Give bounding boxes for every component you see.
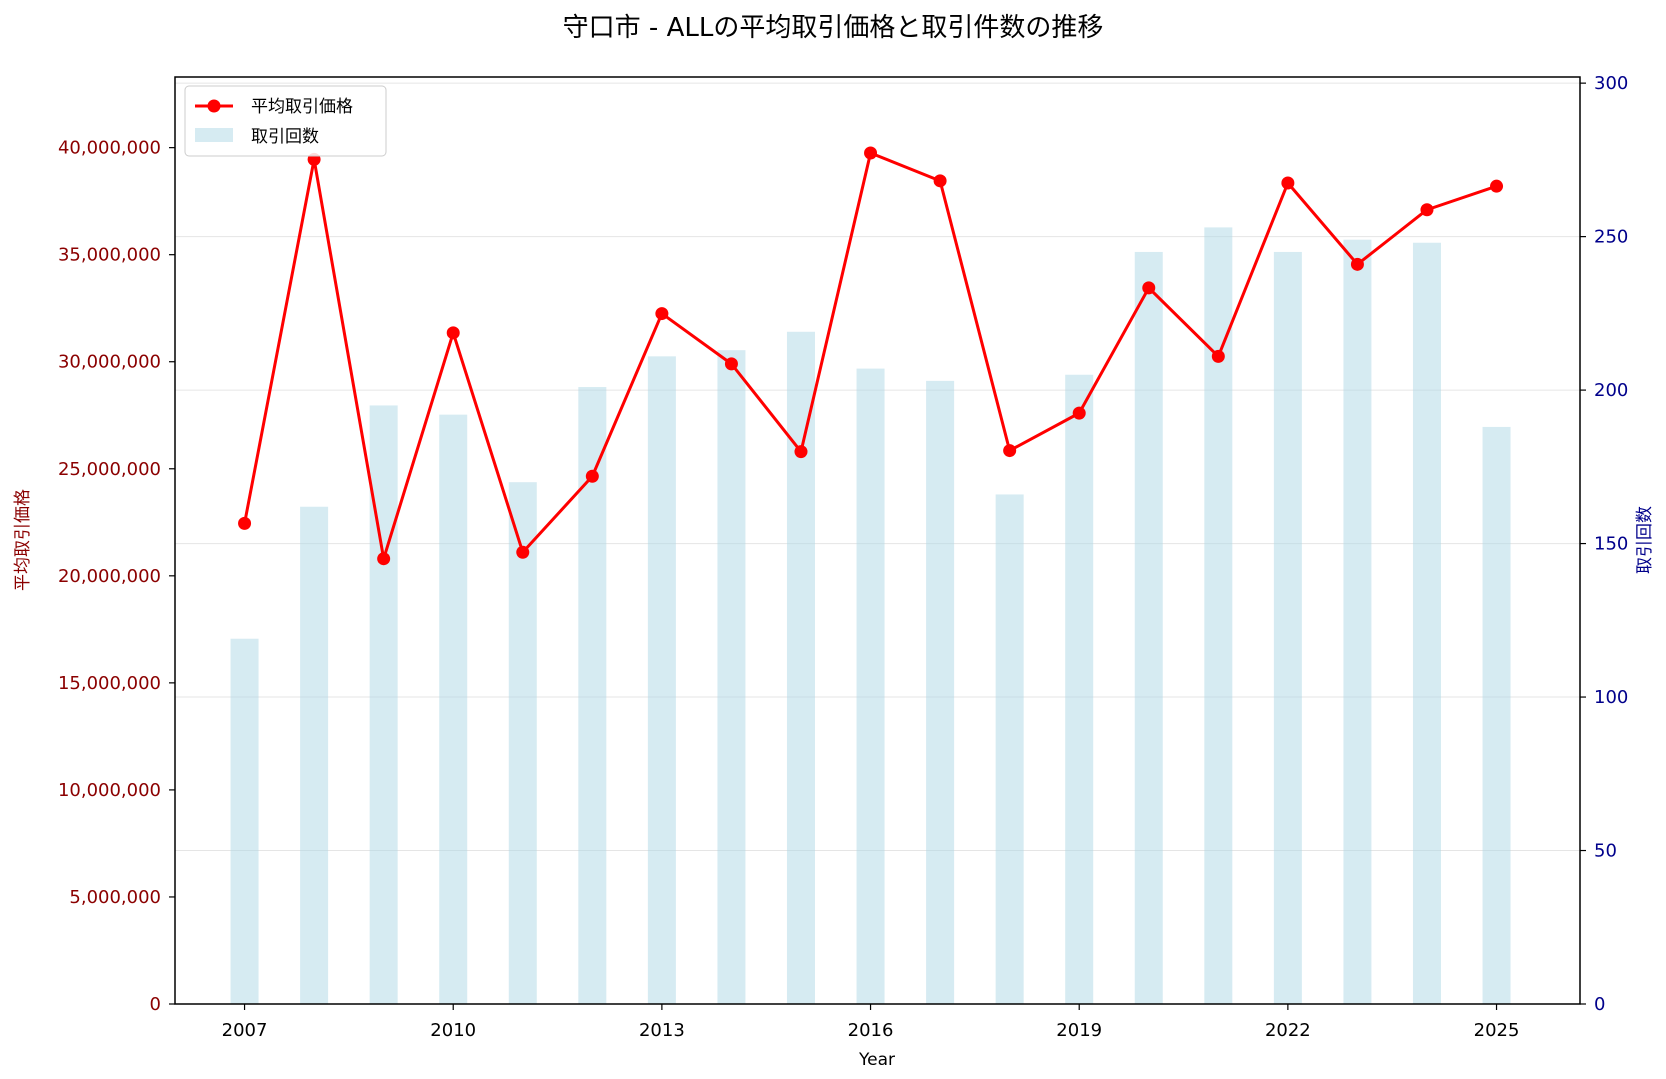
y-axis-right-label: 取引回数 bbox=[1635, 506, 1655, 574]
count-bar bbox=[439, 414, 468, 1004]
legend-label-count: 取引回数 bbox=[251, 127, 319, 147]
count-bar bbox=[926, 380, 955, 1004]
count-bar bbox=[300, 506, 329, 1004]
price-point bbox=[1350, 257, 1364, 271]
y-left-tick-label: 30,000,000 bbox=[58, 352, 161, 373]
count-bar bbox=[1482, 426, 1511, 1005]
count-bar bbox=[717, 350, 746, 1005]
y-right-tick-label: 200 bbox=[1594, 380, 1628, 401]
y-left-tick-label: 10,000,000 bbox=[58, 780, 161, 801]
y-right-tick-label: 300 bbox=[1594, 73, 1628, 94]
price-point bbox=[1490, 179, 1504, 193]
legend-label-price: 平均取引価格 bbox=[251, 97, 353, 117]
price-point bbox=[1420, 203, 1434, 217]
bar-series bbox=[230, 227, 1511, 1005]
price-point bbox=[446, 326, 460, 340]
x-tick-label: 2022 bbox=[1265, 1020, 1311, 1041]
count-bar bbox=[856, 368, 885, 1004]
y-axis-left: 0 5,000,000 10,000,000 15,000,000 20,000,000… bbox=[58, 138, 175, 1015]
x-tick-label: 2025 bbox=[1474, 1020, 1520, 1041]
chart-title: 守口市 - ALLの平均取引価格と取引件数の推移 bbox=[563, 13, 1104, 43]
count-bar bbox=[1134, 251, 1163, 1005]
price-point bbox=[585, 469, 599, 483]
x-axis: 2007 2010 2013 2016 2019 2022 2025 bbox=[222, 1004, 1520, 1041]
count-bar bbox=[995, 494, 1024, 1004]
price-point bbox=[1211, 349, 1225, 363]
line-series bbox=[238, 146, 1504, 566]
count-bar bbox=[1204, 227, 1233, 1004]
y-left-tick-label: 5,000,000 bbox=[69, 887, 161, 908]
y-left-tick-label: 40,000,000 bbox=[58, 138, 161, 159]
price-point bbox=[1003, 444, 1017, 458]
price-point bbox=[724, 357, 738, 371]
y-right-tick-label: 50 bbox=[1594, 841, 1617, 862]
price-point bbox=[1072, 406, 1086, 420]
price-point bbox=[516, 545, 530, 559]
plot-frame bbox=[174, 76, 1581, 1005]
y-left-tick-label: 15,000,000 bbox=[58, 673, 161, 694]
price-point bbox=[1281, 176, 1295, 190]
price-point bbox=[655, 307, 669, 321]
y-left-tick-label: 35,000,000 bbox=[58, 245, 161, 266]
count-bar bbox=[508, 482, 537, 1004]
count-bar bbox=[786, 331, 815, 1005]
x-tick-label: 2016 bbox=[848, 1020, 894, 1041]
y-right-tick-label: 150 bbox=[1594, 534, 1628, 555]
x-tick-label: 2013 bbox=[639, 1020, 685, 1041]
count-bar bbox=[1343, 239, 1372, 1004]
x-axis-label: Year bbox=[858, 1050, 895, 1070]
count-bar bbox=[230, 638, 259, 1004]
count-bar bbox=[1065, 374, 1094, 1005]
y-left-tick-label: 0 bbox=[150, 994, 161, 1015]
legend-line-marker bbox=[207, 99, 221, 113]
legend-box bbox=[184, 85, 387, 157]
count-bar bbox=[578, 387, 607, 1004]
legend-bar-swatch bbox=[195, 128, 233, 142]
legend: 平均取引価格 取引回数 bbox=[184, 85, 387, 157]
price-point bbox=[377, 552, 391, 566]
price-point bbox=[864, 146, 878, 160]
y-right-tick-label: 250 bbox=[1594, 227, 1628, 248]
count-bar bbox=[1273, 251, 1302, 1005]
price-point bbox=[933, 174, 947, 188]
price-point bbox=[1142, 281, 1156, 295]
price-point bbox=[238, 516, 252, 530]
count-bar bbox=[1412, 242, 1441, 1004]
price-point bbox=[794, 445, 808, 459]
x-tick-label: 2010 bbox=[430, 1020, 476, 1041]
x-tick-label: 2007 bbox=[222, 1020, 268, 1041]
count-bar bbox=[647, 356, 676, 1004]
y-right-tick-label: 100 bbox=[1594, 687, 1628, 708]
y-left-tick-label: 25,000,000 bbox=[58, 459, 161, 480]
y-right-tick-label: 0 bbox=[1594, 994, 1605, 1015]
y-left-tick-label: 20,000,000 bbox=[58, 566, 161, 587]
y-axis-right: 0 50 100 150 200 250 300 bbox=[1580, 73, 1628, 1015]
x-tick-label: 2019 bbox=[1056, 1020, 1102, 1041]
y-axis-left-label: 平均取引価格 bbox=[13, 489, 33, 591]
